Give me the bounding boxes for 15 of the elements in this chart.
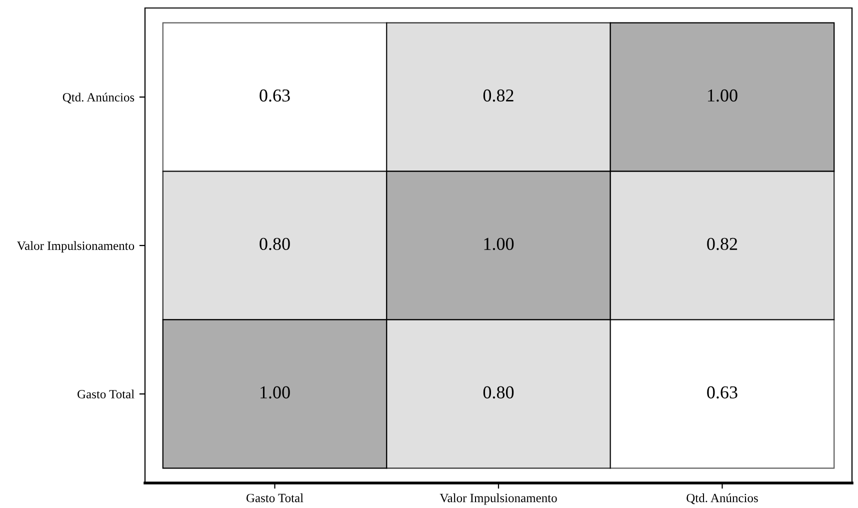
y-tick-label: Valor Impulsionamento — [17, 241, 134, 252]
x-tick-label: Valor Impulsionamento — [440, 493, 557, 505]
x-tick-label: Qtd. Anúncios — [686, 493, 758, 504]
data-label: 0.82 — [707, 238, 738, 250]
data-label: 1.00 — [484, 238, 514, 250]
data-label: 0.80 — [483, 386, 514, 399]
y-tick-label: Gasto Total — [78, 390, 134, 398]
data-label: 0.63 — [260, 89, 290, 102]
data-label: 1.00 — [260, 386, 290, 399]
x-tick-label: Gasto Total — [246, 493, 304, 502]
data-label: 1.00 — [708, 89, 738, 102]
data-label: 0.82 — [483, 89, 514, 102]
y-tick-label: Qtd. Anúncios — [62, 92, 134, 104]
data-label: 0.80 — [260, 238, 290, 250]
data-label: 0.63 — [707, 386, 738, 399]
